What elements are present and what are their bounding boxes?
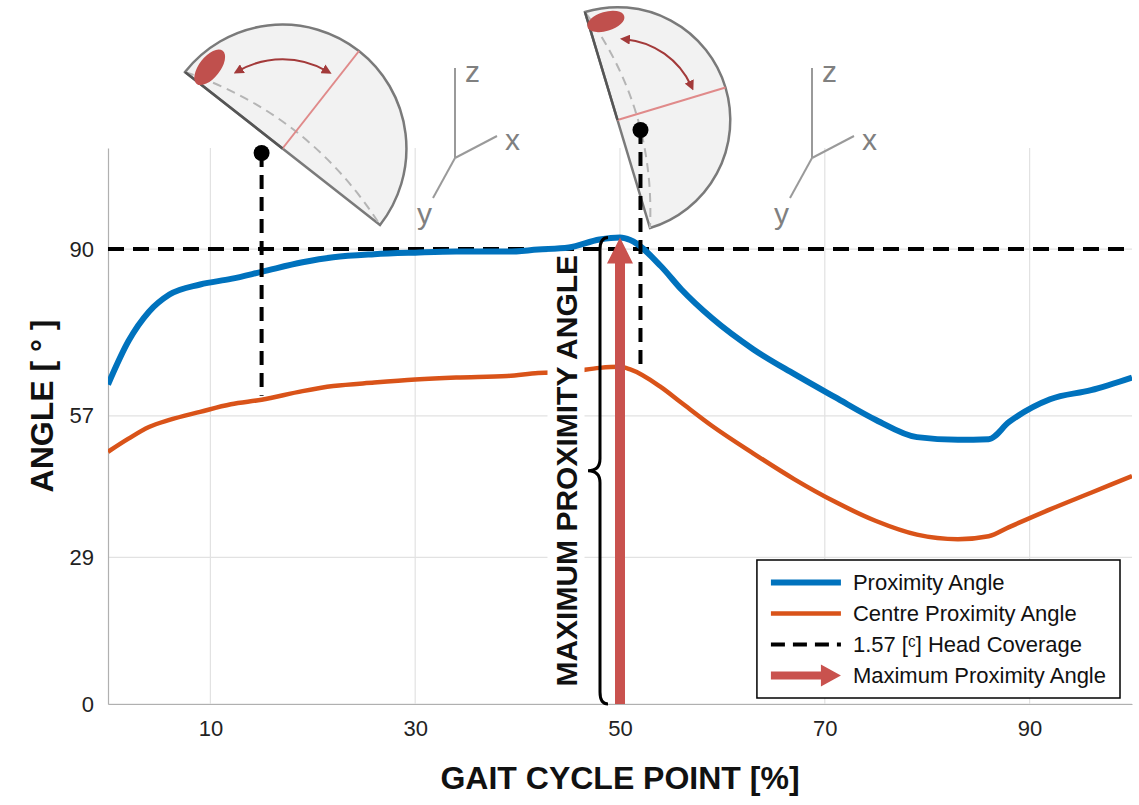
gait-marker-dot — [254, 145, 270, 161]
hemisphere-normal — [283, 51, 360, 149]
hemisphere-normal — [618, 88, 726, 121]
chart: 0 29 57 90 10 30 50 70 90 ANGLE [ ° ] GAIT CYCLE P… — [0, 0, 1139, 805]
y-tick: 29 — [70, 545, 108, 570]
axes-icon-line — [812, 136, 854, 158]
axes-icon-label: y — [417, 197, 432, 230]
grid-line-x — [210, 148, 211, 704]
y-tick: 90 — [70, 237, 108, 262]
x-tick: 10 — [199, 704, 223, 741]
contact-patch — [585, 7, 627, 36]
angle-arc — [625, 39, 691, 86]
x-axis: 10 30 50 70 90 — [109, 704, 1133, 741]
axes-icon-label: y — [774, 197, 789, 230]
axes-icon-label: z — [822, 55, 837, 88]
x-tick-label: 10 — [199, 716, 223, 741]
x-tick-label: 50 — [608, 716, 632, 741]
maximum-label: MAXIMUM PROXIMITY ANGLE — [550, 255, 583, 687]
maximum-arrow — [607, 237, 633, 704]
axes-icon-line — [790, 158, 812, 198]
y-tick-label: 57 — [70, 403, 94, 428]
y-tick-label: 90 — [70, 237, 94, 262]
grid-line-x — [415, 148, 416, 704]
legend-label: Proximity Angle — [853, 570, 1005, 595]
legend: Proximity Angle Centre Proximity Angle 1.5… — [757, 560, 1120, 698]
label-patch — [548, 252, 585, 690]
maximum-brace — [588, 237, 608, 704]
contact-patch — [188, 44, 231, 90]
gait-marker-dot — [632, 122, 648, 138]
x-tick-label: 90 — [1018, 716, 1042, 741]
axes-icon-line — [811, 68, 813, 158]
x-tick-label: 30 — [403, 716, 427, 741]
maximum-label-group: MAXIMUM PROXIMITY ANGLE — [548, 252, 585, 690]
legend-swatch — [771, 643, 841, 647]
y-axis-title: ANGLE [ ° ] — [24, 320, 60, 493]
legend-label: Centre Proximity Angle — [853, 601, 1077, 626]
axes-icon-line — [433, 158, 455, 198]
axes-icon: z x y — [417, 55, 520, 230]
axes-icon-label: z — [465, 55, 480, 88]
y-tick: 0 — [82, 692, 108, 717]
legend-label: 1.57 [ᶜ] Head Coverage — [853, 632, 1082, 657]
hemisphere-diagram — [185, 25, 406, 225]
legend-swatch — [771, 611, 841, 616]
x-axis-line — [109, 704, 1133, 705]
x-tick: 50 — [608, 704, 632, 741]
y-tick-label: 29 — [70, 545, 94, 570]
hemisphere-outline — [585, 7, 730, 228]
x-tick: 30 — [403, 704, 427, 741]
legend-label: Maximum Proximity Angle — [853, 663, 1106, 688]
legend-swatch — [771, 665, 841, 687]
hemisphere-outline — [185, 25, 406, 225]
gait-marker-line — [260, 153, 264, 396]
grid — [108, 148, 1132, 704]
y-tick-label: 0 — [82, 692, 94, 717]
axes-icon-line — [455, 136, 497, 158]
x-tick: 90 — [1018, 704, 1042, 741]
y-tick: 57 — [70, 403, 108, 428]
hemisphere-rim — [185, 72, 380, 225]
legend-box — [757, 560, 1120, 698]
x-tick-label: 70 — [813, 716, 837, 741]
x-tick: 70 — [813, 704, 837, 741]
axes-icon: z x y — [774, 55, 877, 230]
hemisphere-diagram — [585, 7, 731, 228]
y-axis: 0 29 57 90 — [70, 149, 109, 717]
axes-icon-line — [454, 68, 456, 158]
x-axis-title: GAIT CYCLE POINT [%] — [440, 760, 799, 796]
gait-marker-line — [638, 130, 642, 370]
y-axis-line — [108, 149, 109, 705]
axes-icon-label: x — [862, 123, 877, 156]
angle-arc — [238, 59, 327, 71]
axes-icon-label: x — [505, 123, 520, 156]
legend-swatch — [771, 580, 841, 586]
